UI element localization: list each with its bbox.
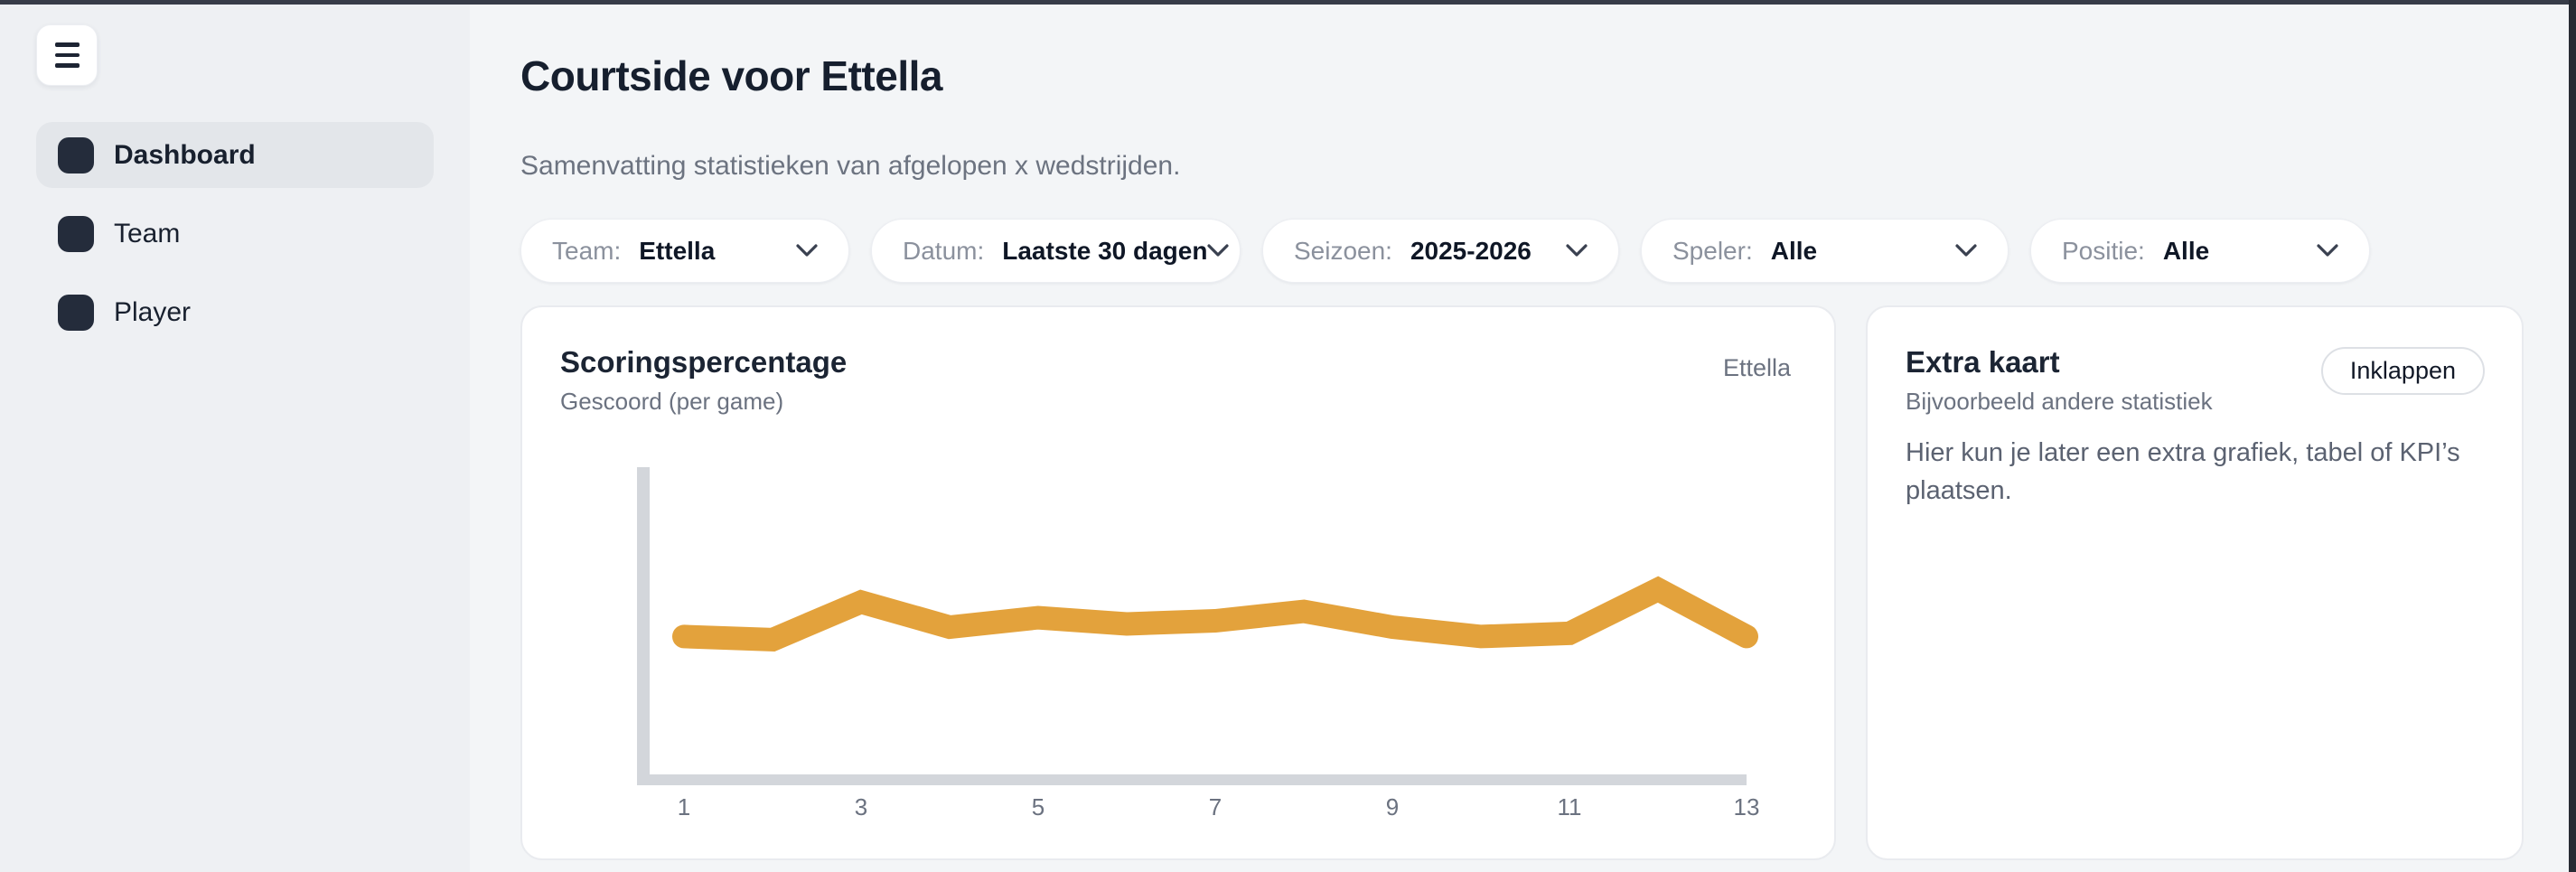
player-icon: [58, 294, 94, 331]
filter-label: Team:: [552, 236, 622, 265]
filter-value: Ettella: [639, 236, 716, 265]
score-line: [672, 576, 1758, 652]
collapse-button[interactable]: Inklappen: [2320, 347, 2485, 395]
chart-subtitle: Gescoord (per game): [560, 388, 784, 415]
filter-positie-dropdown[interactable]: Positie: Alle: [2030, 219, 2370, 283]
filter-label: Speler:: [1672, 236, 1753, 265]
x-tick-label: 11: [1558, 793, 1582, 820]
sidebar-nav: Dashboard Team Player: [36, 122, 434, 345]
extra-card: Extra kaart Bijvoorbeeld andere statisti…: [1866, 305, 2524, 860]
x-tick-label: 7: [1209, 793, 1222, 820]
x-tick-label: 9: [1386, 793, 1399, 820]
dashboard-icon: [58, 136, 94, 173]
filter-label: Datum:: [903, 236, 985, 265]
window-right-edge: [2569, 0, 2576, 872]
x-tick-label: 1: [678, 793, 690, 820]
filter-team-dropdown[interactable]: Team: Ettella: [520, 219, 849, 283]
menu-button[interactable]: [36, 24, 98, 86]
chart-title: Scoringspercentage: [560, 345, 848, 379]
filter-value: 2025-2026: [1410, 236, 1532, 265]
extra-card-title: Extra kaart: [1906, 345, 2060, 379]
x-tick-label: 13: [1734, 793, 1760, 820]
x-axis: [650, 774, 1747, 785]
x-tick-label: 3: [855, 793, 867, 820]
chart-legend-team-label: Ettella: [1722, 354, 1791, 381]
filter-value: Laatste 30 dagen: [1002, 236, 1208, 265]
filter-bar: Team: Ettella Datum: Laatste 30 dagen Se…: [520, 219, 2370, 283]
scoringspercentage-card: 1 3 5 7 9 11 13 Scoringspercentage Gescoord (p…: [520, 305, 1836, 860]
extra-card-body: Hier kun je later een extra grafiek, tab…: [1906, 438, 2460, 506]
filter-label: Seizoen:: [1294, 236, 1392, 265]
sidebar-item-label: Team: [114, 218, 181, 248]
chevron-down-icon: [1566, 244, 1588, 257]
y-axis: [637, 467, 650, 785]
filter-seizoen-dropdown[interactable]: Seizoen: 2025-2026: [1262, 219, 1619, 283]
chevron-down-icon: [1207, 244, 1230, 257]
sidebar-item-dashboard[interactable]: Dashboard: [36, 122, 434, 188]
page-subtitle: Samenvatting statistieken van afgelopen …: [520, 151, 1181, 181]
team-icon: [58, 215, 94, 252]
main-region: Courtside voor Ettella Samenvatting stat…: [470, 5, 2576, 872]
chevron-down-icon: [2317, 244, 2338, 257]
chevron-down-icon: [796, 244, 818, 257]
extra-card-header: Extra kaart Bijvoorbeeld andere statisti…: [1906, 345, 2213, 416]
chevron-down-icon: [1955, 244, 1977, 257]
chart-header: Scoringspercentage Gescoord (per game): [560, 345, 847, 416]
filter-speler-dropdown[interactable]: Speler: Alle: [1641, 219, 2009, 283]
extra-card-subtitle: Bijvoorbeeld andere statistiek: [1906, 388, 2213, 415]
sidebar-item-label: Dashboard: [114, 139, 256, 170]
filter-value: Alle: [1770, 236, 1818, 265]
window-top-edge: [0, 0, 2576, 5]
filter-value: Alle: [2162, 236, 2210, 265]
sidebar-item-label: Player: [114, 296, 192, 327]
filter-label: Positie:: [2062, 236, 2145, 265]
x-tick-label: 5: [1032, 793, 1044, 820]
sidebar-item-team[interactable]: Team: [36, 201, 434, 267]
score-line-chart: 1 3 5 7 9 11 13: [637, 467, 1760, 820]
page-title: Courtside voor Ettella: [520, 52, 942, 99]
sidebar-item-player[interactable]: Player: [36, 279, 434, 345]
filter-datum-dropdown[interactable]: Datum: Laatste 30 dagen: [871, 219, 1241, 283]
sidebar: Dashboard Team Player: [0, 5, 470, 872]
cards-row: 1 3 5 7 9 11 13 Scoringspercentage Gescoord (p…: [520, 305, 2524, 860]
